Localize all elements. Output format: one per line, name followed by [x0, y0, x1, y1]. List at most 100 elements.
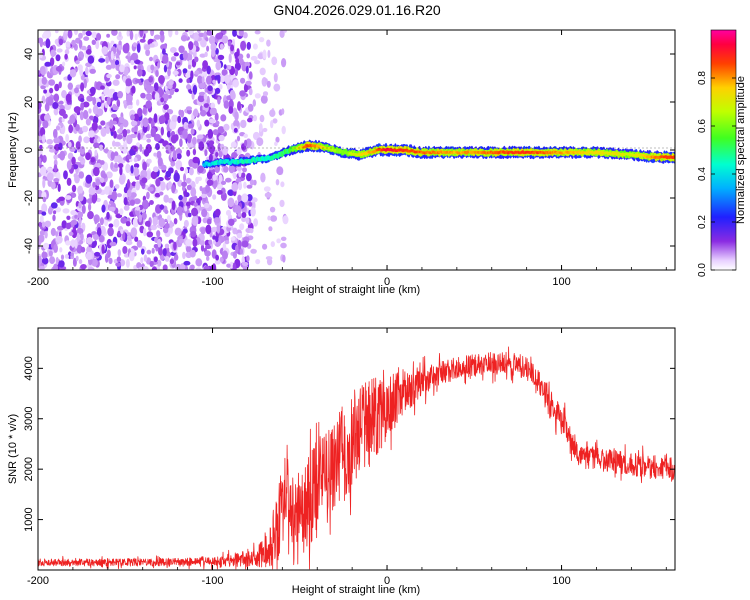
spectrogram-noise-cell — [163, 75, 170, 80]
spectrogram-noise-cell — [109, 119, 114, 129]
spectrogram-noise-cell — [99, 160, 105, 165]
spectrogram-noise-cell — [239, 248, 244, 255]
spectrogram-noise-cell — [160, 126, 164, 136]
spectrogram-noise-cell — [87, 267, 95, 270]
spectrogram-x-label: Height of straight line (km) — [292, 284, 420, 296]
spectrogram-noise-cell — [44, 61, 52, 67]
spectrogram-noise-cell — [244, 139, 248, 147]
spectrogram-noise-cell — [110, 40, 115, 45]
spectrogram-noise-cell — [49, 87, 54, 94]
spectrogram-noise-cell — [40, 85, 46, 90]
spectrogram-noise-cell — [130, 59, 135, 66]
spectrogram-noise-cell — [237, 181, 243, 191]
spectrogram-noise-cell — [190, 231, 197, 238]
spectrogram-noise-cell — [145, 100, 152, 109]
spectrogram-noise-cell — [163, 104, 169, 110]
spectrogram-noise-cell — [38, 157, 42, 164]
spectrogram-noise-cell — [136, 262, 142, 269]
spectrogram-noise-cell — [240, 119, 247, 129]
spectrogram-noise-cell — [266, 80, 271, 88]
spectrogram-noise-cell — [95, 39, 100, 50]
spectrogram-noise-cell — [76, 211, 84, 219]
spectrogram-noise-cell — [116, 99, 121, 108]
spectrogram-noise-cell — [41, 203, 48, 213]
spectrogram-noise-cell — [153, 166, 159, 173]
spectrogram-noise-cell — [67, 152, 74, 160]
spectrogram-noise-cell — [66, 215, 71, 220]
spectrogram-noise-cell — [178, 45, 185, 54]
spectrogram-noise-cell — [114, 184, 120, 189]
spectrogram-noise-cell — [86, 198, 93, 204]
spectrogram-noise-cell — [158, 115, 166, 124]
spectrogram-noise-cell — [208, 35, 216, 45]
spectrogram-noise-cell — [88, 187, 96, 195]
spectrogram-noise-cell — [190, 128, 195, 135]
spectrogram-noise-cell — [213, 217, 221, 224]
spectrogram-noise-cell — [171, 114, 179, 122]
spectrogram-noise-cell — [95, 163, 102, 168]
spectrogram-noise-cell — [53, 263, 58, 270]
spectrogram-noise-cell — [48, 250, 53, 257]
spectrogram-noise-cell — [86, 237, 93, 245]
spectrogram-noise-cell — [62, 61, 66, 67]
spectrogram-noise-cell — [80, 97, 85, 103]
spectrogram-noise-cell — [135, 209, 140, 216]
spectrogram-noise-cell — [201, 193, 207, 198]
spectrogram-noise-cell — [108, 223, 114, 228]
spectrogram-noise-cell — [136, 240, 143, 248]
spectrogram-noise-cell — [167, 68, 171, 77]
spectrogram-noise-cell — [231, 152, 238, 159]
spectrogram-noise-cell — [123, 197, 128, 206]
spectrogram-noise-cell — [162, 54, 169, 64]
spectrogram-noise-cell — [44, 230, 48, 239]
x-tick-label: 100 — [552, 276, 570, 288]
spectrogram-noise-cell — [237, 239, 242, 250]
spectrogram-noise-cell — [96, 33, 102, 41]
spectrogram-noise-cell — [173, 52, 179, 57]
spectrogram-noise-cell — [53, 243, 58, 253]
spectrogram-noise-cell — [187, 64, 192, 70]
spectrogram-noise-cell — [137, 68, 143, 77]
spectrogram-noise-cell — [127, 51, 131, 57]
spectrogram-noise-cell — [71, 228, 78, 239]
spectrogram-noise-cell — [73, 106, 81, 114]
spectrogram-noise-cell — [42, 120, 49, 129]
spectrogram-noise-cell — [38, 70, 41, 76]
y-tick-label: 1000 — [23, 507, 35, 531]
spectrogram-noise-cell — [130, 52, 138, 61]
spectrogram-noise-cell — [176, 153, 182, 160]
spectrogram-noise-cell — [112, 79, 120, 86]
spectrogram-noise-cell — [70, 252, 74, 257]
spectrogram-noise-cell — [214, 208, 221, 217]
spectrogram-noise-cell — [197, 75, 203, 85]
spectrogram-noise-cell — [281, 58, 287, 68]
spectrogram-noise-cell — [240, 40, 247, 51]
y-tick-label: 2000 — [23, 457, 35, 481]
spectrogram-noise-cell — [186, 149, 191, 157]
spectrogram-noise-cell — [38, 255, 42, 261]
spectrogram-noise-cell — [181, 181, 188, 187]
spectrogram-noise-cell — [125, 163, 131, 174]
spectrogram-noise-cell — [215, 120, 220, 126]
spectrogram-noise-cell — [233, 119, 240, 128]
spectrogram-noise-cell — [188, 167, 194, 176]
spectrogram-noise-cell — [246, 173, 252, 182]
spectrogram-noise-cell — [76, 232, 80, 242]
spectrogram-noise-cell — [249, 179, 255, 186]
spectrogram-noise-cell — [147, 186, 154, 192]
spectrogram-noise-cell — [135, 180, 141, 191]
spectrogram-noise-cell — [133, 198, 141, 205]
spectrogram-noise-cell — [41, 68, 46, 76]
spectrogram-noise-cell — [78, 259, 83, 265]
spectrogram-noise-cell — [229, 261, 234, 269]
spectrogram-noise-cell — [130, 120, 138, 126]
spectrogram-noise-cell — [74, 30, 78, 36]
spectrogram-noise-cell — [119, 124, 124, 130]
spectrogram-noise-cell — [41, 257, 49, 265]
spectrogram-noise-cell — [130, 133, 137, 139]
spectrogram-noise-cell — [116, 193, 123, 198]
spectrogram-noise-cell — [105, 64, 112, 70]
spectrogram-noise-cell — [267, 215, 271, 221]
spectrogram-noise-cell — [177, 179, 183, 187]
spectrogram-noise-cell — [222, 250, 228, 260]
